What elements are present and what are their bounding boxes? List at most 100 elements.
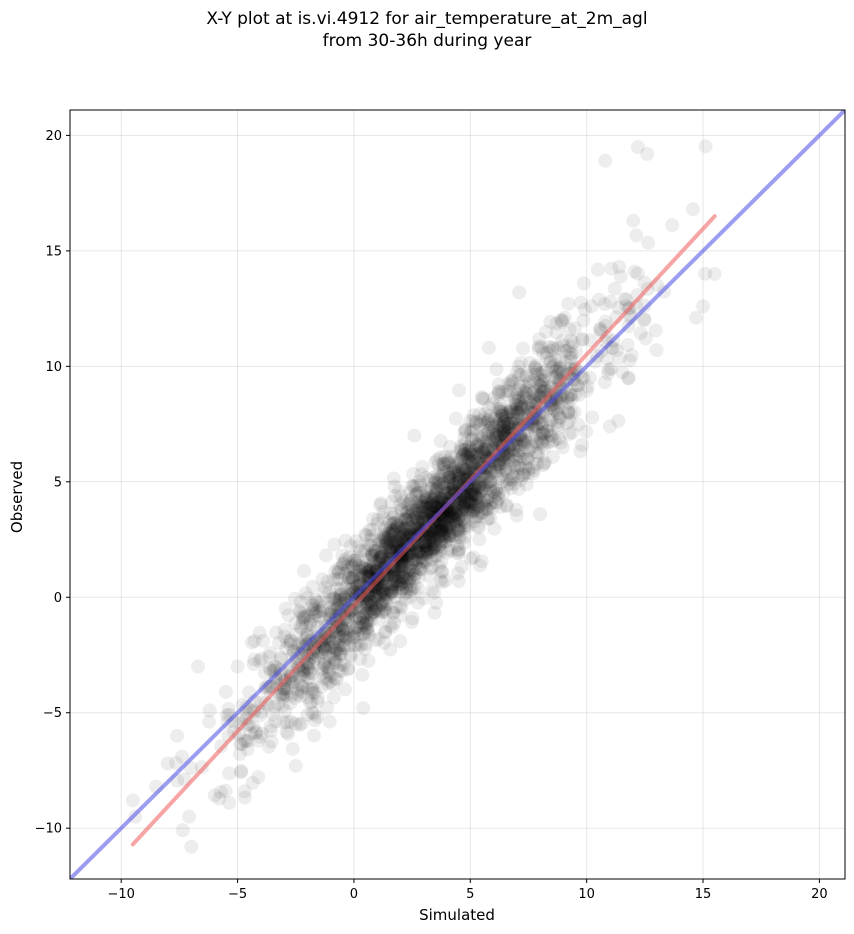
scatter-point	[467, 443, 482, 458]
scatter-point	[240, 742, 255, 757]
scatter-point	[458, 422, 473, 437]
scatter-point	[499, 499, 514, 514]
scatter-point	[472, 490, 487, 505]
scatter-point	[348, 556, 363, 571]
scatter-point	[335, 621, 350, 636]
scatter-point	[303, 614, 318, 629]
scatter-point	[357, 642, 372, 657]
scatter-point	[465, 487, 480, 502]
scatter-point	[247, 652, 262, 667]
scatter-point	[548, 403, 563, 418]
scatter-point	[281, 726, 296, 741]
scatter-point	[551, 421, 566, 436]
scatter-point	[296, 612, 311, 627]
scatter-point	[341, 661, 356, 676]
scatter-point	[491, 377, 506, 392]
scatter-point	[395, 524, 410, 539]
scatter-point	[500, 417, 515, 432]
scatter-point	[430, 481, 445, 496]
scatter-point	[334, 664, 349, 679]
scatter-point	[445, 505, 460, 520]
scatter-point	[347, 569, 362, 584]
scatter-point	[437, 528, 452, 543]
scatter-point	[434, 490, 449, 505]
scatter-point	[345, 571, 360, 586]
scatter-point	[405, 563, 420, 578]
scatter-point	[469, 415, 484, 430]
scatter-point	[474, 441, 489, 456]
scatter-point	[184, 839, 199, 854]
scatter-point	[294, 607, 309, 622]
scatter-point	[384, 540, 399, 555]
scatter-point	[405, 582, 420, 597]
scatter-point	[253, 695, 268, 710]
scatter-point	[378, 594, 393, 609]
scatter-point	[317, 670, 332, 685]
scatter-point	[333, 644, 348, 659]
scatter-point	[425, 528, 440, 543]
scatter-point	[430, 467, 445, 482]
scatter-point	[306, 618, 321, 633]
scatter-point	[305, 666, 320, 681]
scatter-point	[377, 527, 392, 542]
scatter-point	[385, 526, 400, 541]
scatter-point	[505, 376, 520, 391]
scatter-point	[495, 474, 510, 489]
scatter-point	[519, 477, 534, 492]
scatter-point	[251, 770, 266, 785]
scatter-point	[508, 390, 523, 405]
scatter-point	[496, 452, 511, 467]
scatter-point	[460, 464, 475, 479]
scatter-point	[349, 609, 364, 624]
scatter-point	[529, 362, 544, 377]
scatter-point	[551, 431, 566, 446]
scatter-point	[528, 427, 543, 442]
scatter-point	[648, 323, 663, 338]
scatter-point	[591, 292, 606, 307]
scatter-point	[407, 428, 422, 443]
scatter-point	[377, 586, 392, 601]
scatter-point	[361, 538, 376, 553]
scatter-point	[405, 499, 420, 514]
scatter-point	[481, 475, 496, 490]
scatter-point	[233, 765, 248, 780]
scatter-point	[415, 547, 430, 562]
scatter-point	[331, 664, 346, 679]
scatter-point	[425, 492, 440, 507]
scatter-point	[554, 313, 569, 328]
scatter-point	[405, 563, 420, 578]
scatter-point	[500, 416, 515, 431]
x-tick-label: 10	[578, 887, 595, 902]
scatter-point	[649, 343, 664, 358]
scatter-point	[557, 343, 572, 358]
scatter-point	[473, 445, 488, 460]
scatter-point	[410, 581, 425, 596]
scatter-point	[360, 597, 375, 612]
scatter-point	[387, 567, 402, 582]
scatter-point	[427, 605, 442, 620]
scatter-point	[372, 588, 387, 603]
scatter-point	[257, 665, 272, 680]
scatter-point	[428, 541, 443, 556]
scatter-point	[378, 587, 393, 602]
scatter-point	[349, 637, 364, 652]
scatter-point	[418, 547, 433, 562]
scatter-point	[264, 734, 279, 749]
scatter-point	[530, 449, 545, 464]
scatter-point	[458, 446, 473, 461]
scatter-point	[530, 375, 545, 390]
scatter-point	[441, 526, 456, 541]
scatter-point	[440, 516, 455, 531]
scatter-point	[401, 568, 416, 583]
scatter-point	[454, 507, 469, 522]
scatter-point	[424, 535, 439, 550]
scatter-point	[487, 485, 502, 500]
scatter-point	[346, 630, 361, 645]
scatter-point	[577, 302, 592, 317]
scatter-point	[383, 642, 398, 657]
scatter-point	[387, 527, 402, 542]
scatter-point	[218, 684, 233, 699]
scatter-point	[603, 294, 618, 309]
scatter-point	[470, 439, 485, 454]
scatter-point	[502, 476, 517, 491]
